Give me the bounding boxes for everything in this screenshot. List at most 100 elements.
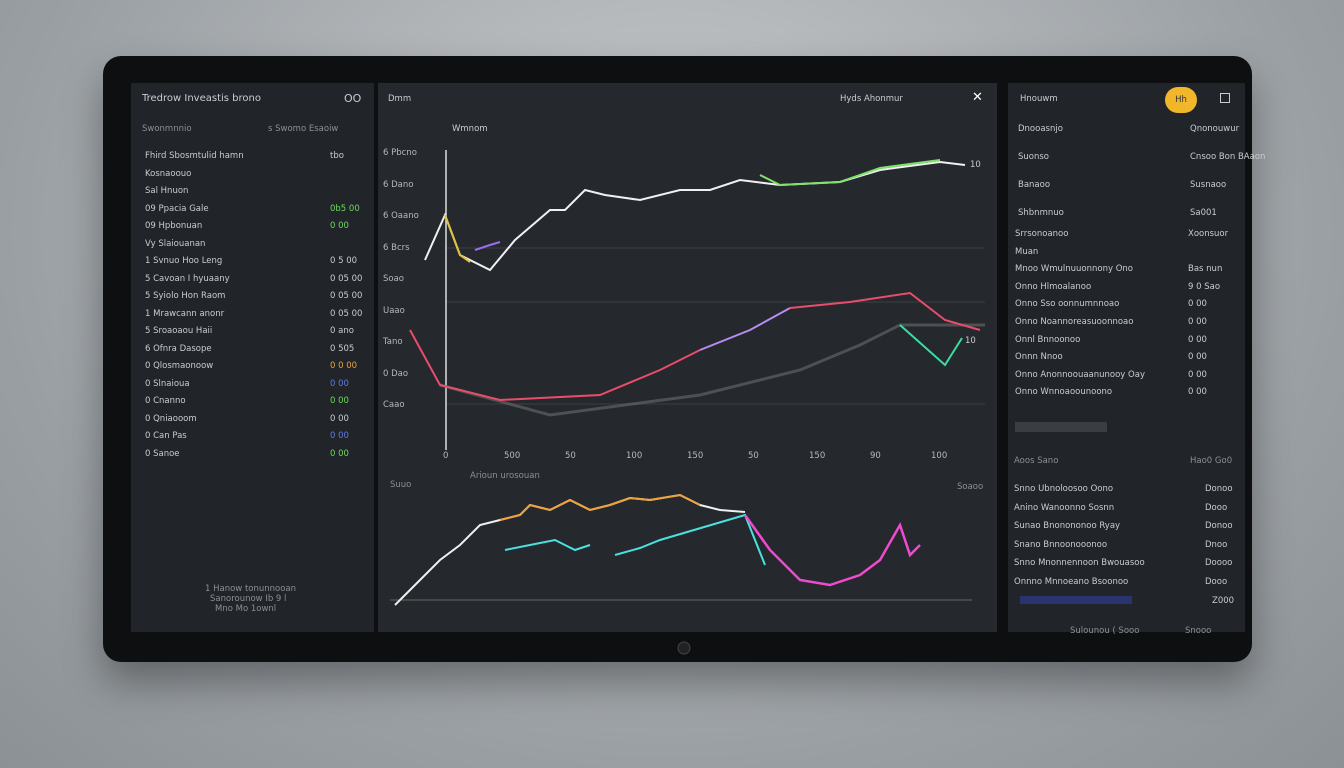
close-button[interactable]: ✕ [972, 90, 983, 105]
list-value: 0 505 [330, 343, 355, 354]
list-value: tbo [330, 151, 344, 161]
right-label: Anino Wanoonno Sosnn [1014, 502, 1115, 513]
badge[interactable]: Hh [1165, 87, 1197, 113]
right-value: 0 00 [1188, 352, 1207, 363]
list-value: 0 0 00 [330, 361, 358, 371]
y-tick-label: 6 Oaano [383, 211, 419, 221]
right-value: 9 0 Sao [1188, 281, 1221, 292]
right-mid: Aoos Sano [1014, 456, 1059, 466]
left-panel [131, 83, 374, 632]
x-tick-label: 90 [870, 451, 881, 461]
right-header: Banaoo [1018, 180, 1051, 190]
list-label: 5 Cavoan I hyuaany [145, 273, 230, 284]
list-label: 0 Qlosmaonoow [145, 361, 214, 371]
right-header: Cnsoo Bon BAaon [1190, 152, 1266, 162]
right-label: Srrsonoanoo [1015, 229, 1069, 239]
y-tick-label: Tano [383, 337, 403, 347]
right-footer: Sulounou ( Sooo [1070, 626, 1140, 636]
right-value: Dooo [1205, 576, 1228, 587]
right-value: 0 00 [1188, 334, 1207, 345]
y-tick-label: Caao [383, 400, 405, 410]
list-label: 5 Sroaoaou Haii [145, 326, 213, 336]
y-tick-label: 6 Pbcno [383, 148, 417, 158]
right-title: Hnouwm [1020, 94, 1058, 104]
left-footer: Mno Mo 1ownl [215, 604, 277, 614]
right-label: Onnn Nnoo [1015, 352, 1063, 363]
x-tick-label: 0 [443, 451, 449, 461]
list-value: 0 00 [330, 431, 349, 441]
x-tick-label: 50 [748, 451, 759, 461]
y-tick-label: 0 Dao [383, 368, 409, 379]
left-sub-right: s Swomo Esaoiw [268, 124, 339, 134]
right-value: 0 00 [1188, 369, 1207, 380]
x-tick-label: 50 [565, 451, 576, 461]
list-label: 0 Slnaioua [145, 378, 190, 389]
list-label: 09 Ppacia Gale [145, 203, 209, 214]
y-tick-label: Soao [383, 274, 405, 284]
right-label: Onno Noannoreasuoonnoao [1015, 317, 1134, 327]
list-label: 09 Hpbonuan [145, 221, 203, 231]
y-tick-label: 6 Bcrs [383, 242, 410, 253]
right-label: Onnno Mnnoeano Bsoonoo [1014, 576, 1129, 587]
right-label: Onno Sso oonnumnnoao [1015, 299, 1120, 310]
right-label: Snno Ubnoloosoo Oono [1014, 484, 1114, 494]
left-icon[interactable]: OO [344, 92, 362, 105]
right-label: Onno Hlmoalanoo [1015, 281, 1092, 292]
x-tick-label: 100 [626, 451, 643, 461]
list-label: 0 Sanoe [145, 448, 180, 459]
right-panel [1008, 83, 1245, 632]
center-panel [378, 83, 997, 632]
list-value: 0 00 [330, 221, 349, 231]
right-header: Sa001 [1190, 208, 1217, 218]
progress-bar [1020, 596, 1132, 604]
list-value: 0 00 [330, 378, 349, 389]
right-label: Mnoo Wmulnuuonnony Ono [1015, 264, 1133, 275]
right-label: Sunao Bnonononoo Ryay [1014, 521, 1121, 531]
center-tab[interactable]: Wmnom [452, 124, 488, 134]
list-label: Kosnaoouo [145, 168, 192, 179]
list-label: 1 Svnuo Hoo Leng [145, 256, 223, 266]
right-header: Shbnmnuo [1018, 208, 1064, 218]
x-tick-label: 100 [931, 451, 948, 461]
center-right: Hyds Ahonmur [840, 94, 903, 104]
right-label: Muan [1015, 246, 1039, 257]
list-value: 0 05 00 [330, 308, 363, 319]
list-label: 6 Ofnra Dasope [145, 343, 212, 354]
right-header: Dnooasnjo [1018, 124, 1063, 134]
right-value: Doooo [1205, 558, 1233, 568]
right-label: Onno Wnnoaoounoono [1015, 387, 1113, 398]
chart-tag: 10 [970, 160, 981, 170]
lower-right: Soaoo [957, 482, 984, 492]
right-value: Donoo [1205, 484, 1233, 494]
right-value: Bas nun [1188, 264, 1223, 275]
list-label: 0 Cnanno [145, 396, 186, 406]
y-tick-label: 6 Dano [383, 179, 414, 190]
right-label: Onno Anonnoouaanunooy Oay [1015, 369, 1145, 380]
left-sub: Swonmnnio [142, 124, 192, 134]
right-mid: Hao0 Go0 [1190, 456, 1233, 466]
window-icon[interactable] [1220, 93, 1230, 103]
list-label: 1 Mrawcann anonr [145, 308, 225, 319]
right-header: Suonso [1018, 152, 1049, 162]
left-footer: Sanorounow Ib 9 l [210, 594, 287, 604]
right-value: Donoo [1205, 521, 1233, 531]
right-value: 0 00 [1188, 387, 1207, 398]
center-title: Dmm [388, 94, 412, 104]
y-tick-label: Uaao [383, 305, 405, 316]
x-tick-label: 150 [809, 451, 826, 461]
list-label: 5 Syiolo Hon Raom [145, 291, 226, 301]
left-title: Tredrow Inveastis brono [142, 93, 261, 104]
right-value: Dnoo [1205, 539, 1228, 550]
x-tick-label: 150 [687, 451, 704, 461]
right-value: 0 00 [1188, 299, 1207, 310]
right-label: Snano Bnnoonooonoo [1014, 539, 1108, 550]
list-value: 0 00 [330, 413, 349, 424]
list-value: 0 05 00 [330, 291, 363, 301]
list-label: Sal Hnuon [145, 186, 189, 196]
right-footer: Z000 [1212, 596, 1235, 606]
right-value: Xoonsuor [1188, 229, 1229, 239]
list-label: 0 Can Pas [145, 431, 187, 441]
list-value: 0 ano [330, 326, 354, 336]
list-label: Vy Slaiouanan [145, 238, 206, 249]
